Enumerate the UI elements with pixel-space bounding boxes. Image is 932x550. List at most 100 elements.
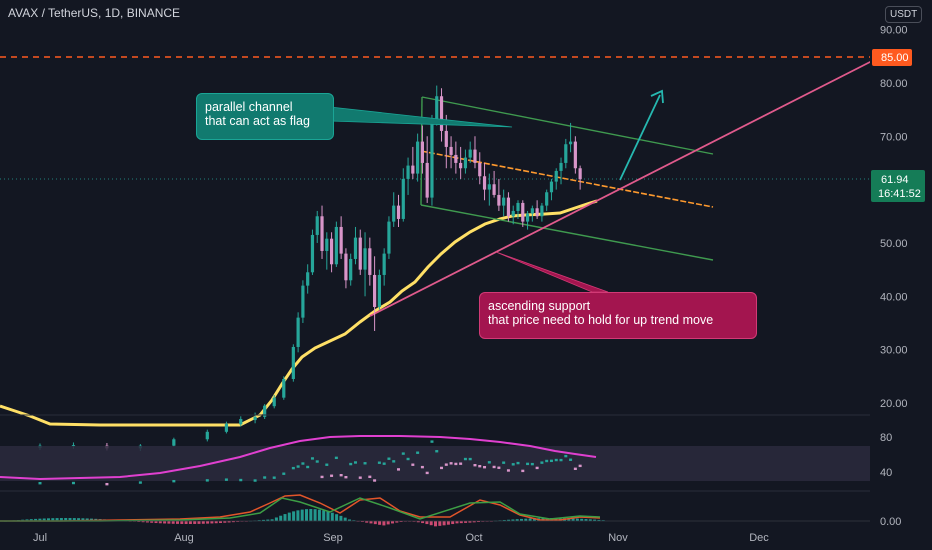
candle-body	[320, 216, 324, 251]
rsi-point	[349, 462, 353, 466]
macd-bar	[176, 521, 179, 524]
candle-body	[382, 253, 386, 275]
candle-body	[549, 181, 554, 193]
currency-button[interactable]: USDT	[885, 6, 923, 23]
rsi-point	[540, 461, 544, 464]
rsi-point	[506, 469, 510, 472]
macd-bar	[382, 521, 386, 526]
macd-bar	[395, 521, 399, 523]
macd-bar	[507, 519, 511, 521]
macd-bar	[520, 518, 523, 521]
macd-bar	[528, 518, 532, 521]
channel-annotation-line-2: that can act as flag	[205, 114, 310, 128]
rsi-point	[291, 466, 295, 470]
osc-axis[interactable]: 80 40 0.00	[880, 432, 901, 528]
macd-bar	[29, 519, 33, 521]
macd-bar	[365, 521, 369, 523]
macd-bar	[305, 509, 308, 521]
support-note-pointer	[495, 251, 609, 293]
candle-body	[344, 253, 348, 281]
candle-body	[473, 149, 477, 163]
macd-bar	[464, 521, 468, 523]
macd-bar	[223, 521, 227, 523]
candle-body	[449, 146, 453, 155]
channel-note-pointer	[329, 106, 513, 128]
macd-bar	[184, 521, 188, 524]
macd-bar	[68, 518, 72, 521]
macd-bar	[210, 521, 214, 524]
macd-bar	[597, 519, 601, 521]
support-annotation[interactable]: ascending support that price need to hol…	[479, 292, 757, 339]
candle-body	[568, 141, 573, 145]
macd-bar	[283, 514, 287, 521]
macd-bar	[593, 519, 597, 521]
macd-bar	[360, 521, 364, 522]
rsi-point	[358, 476, 362, 479]
macd-bar	[206, 521, 210, 524]
candle-body	[482, 176, 487, 190]
rsi-point	[554, 458, 558, 462]
macd-bar	[313, 509, 317, 521]
candle-body	[578, 168, 582, 180]
macd-bar	[459, 521, 463, 524]
macd-panel	[0, 494, 870, 527]
macd-bar	[270, 519, 274, 521]
candle-body	[502, 197, 506, 206]
macd-bar	[287, 512, 291, 521]
macd-bar	[38, 518, 42, 521]
macd-bar	[373, 521, 377, 525]
candle-body	[530, 208, 534, 214]
time-tick-label: Nov	[608, 532, 628, 544]
candle-body	[416, 141, 420, 174]
rsi-point	[449, 462, 453, 465]
candle-body	[454, 154, 458, 163]
channel-annotation[interactable]: parallel channel that can act as flag	[196, 93, 334, 140]
rsi-point	[430, 440, 434, 443]
symbol-title[interactable]: AVAX / TetherUS, 1D, BINANCE	[8, 6, 181, 20]
candle-body	[310, 234, 315, 273]
price-scale-background[interactable]	[870, 0, 932, 550]
candle-body	[401, 178, 405, 219]
candle-body	[392, 205, 396, 222]
macd-bar	[55, 518, 59, 521]
macd-bar	[386, 521, 390, 525]
macd-bar	[188, 521, 192, 524]
rsi-point	[416, 451, 420, 454]
price-tick-label: 50.00	[880, 238, 908, 250]
macd-bar	[339, 515, 343, 521]
moving-average-line	[0, 199, 598, 427]
time-axis[interactable]: Jul Aug Sep Oct Nov Dec	[33, 532, 769, 544]
candle-body	[439, 96, 444, 131]
candle-body	[506, 197, 511, 217]
rsi-panel	[0, 435, 870, 486]
candle-body	[301, 285, 305, 318]
candle-body	[349, 258, 353, 281]
rsi-point	[138, 481, 142, 484]
rsi-point	[301, 462, 305, 465]
rsi-point	[444, 463, 448, 466]
rsi-point	[578, 464, 582, 468]
candle-body	[291, 346, 295, 379]
macd-bar	[446, 521, 450, 525]
price-tick-label: 30.00	[880, 345, 908, 357]
macd-bar	[584, 519, 588, 521]
price-panel[interactable]	[0, 56, 873, 452]
rsi-point	[377, 461, 381, 464]
macd-bar	[150, 521, 154, 523]
time-tick-label: Sep	[323, 532, 343, 544]
macd-bar	[348, 519, 351, 521]
candle-body	[253, 416, 257, 421]
rsi-point	[440, 466, 444, 470]
macd-bar	[300, 509, 304, 521]
macd-bar	[330, 512, 334, 521]
rsi-point	[425, 471, 429, 475]
candle-body	[373, 274, 377, 307]
candle-body	[564, 144, 568, 163]
rsi-average-line	[0, 435, 597, 481]
candle-body	[554, 170, 558, 182]
candle-body	[396, 205, 401, 219]
rsi-point	[310, 457, 314, 460]
macd-bar	[262, 519, 265, 521]
